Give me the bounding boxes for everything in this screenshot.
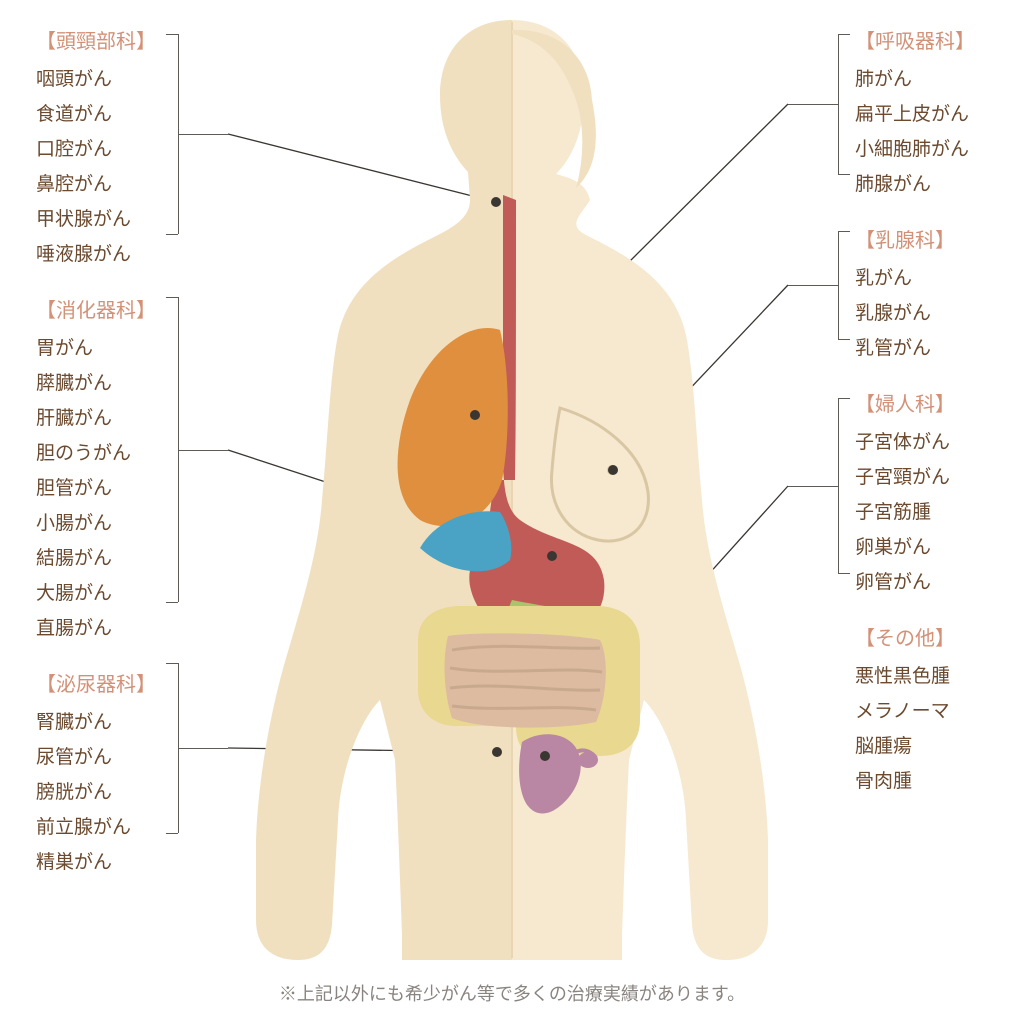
right-group-1: 【乳腺科】乳がん乳腺がん乳管がん: [855, 224, 1024, 360]
group-item: 悪性黒色腫: [855, 661, 1024, 688]
group-item: メラノーマ: [855, 696, 1024, 723]
group-item: 乳管がん: [855, 333, 1024, 360]
group-item: 卵巣がん: [855, 532, 1024, 559]
group-item: 鼻腔がん: [36, 169, 216, 196]
group-title: 【その他】: [855, 622, 1024, 651]
group-item: 扁平上皮がん: [855, 99, 1024, 126]
left-group-0: 【頭頸部科】咽頭がん食道がん口腔がん鼻腔がん甲状腺がん唾液腺がん: [36, 25, 216, 266]
group-title: 【頭頸部科】: [36, 25, 216, 54]
left-group-2: 【泌尿器科】腎臓がん尿管がん膀胱がん前立腺がん精巣がん: [36, 668, 216, 874]
marker-dot: [540, 751, 550, 761]
group-title: 【泌尿器科】: [36, 668, 216, 697]
group-item: 肝臓がん: [36, 403, 216, 430]
group-item: 卵管がん: [855, 567, 1024, 594]
group-item: 膀胱がん: [36, 777, 216, 804]
group-item: 小細胞肺がん: [855, 134, 1024, 161]
group-item: 大腸がん: [36, 578, 216, 605]
group-title: 【婦人科】: [855, 388, 1024, 417]
group-item: 腎臓がん: [36, 707, 216, 734]
marker-dot: [492, 747, 502, 757]
group-item: 胃がん: [36, 333, 216, 360]
group-item: 脳腫瘍: [855, 731, 1024, 758]
group-item: 結腸がん: [36, 543, 216, 570]
right-group-2: 【婦人科】子宮体がん子宮頸がん子宮筋腫卵巣がん卵管がん: [855, 388, 1024, 594]
footnote: ※上記以外にも希少がん等で多くの治療実績があります。: [0, 980, 1024, 1006]
group-item: 食道がん: [36, 99, 216, 126]
group-item: 子宮筋腫: [855, 497, 1024, 524]
group-item: 小腸がん: [36, 508, 216, 535]
group-item: 甲状腺がん: [36, 204, 216, 231]
group-item: 尿管がん: [36, 742, 216, 769]
group-item: 直腸がん: [36, 613, 216, 640]
group-item: 胆のうがん: [36, 438, 216, 465]
marker-dot: [491, 197, 501, 207]
group-title: 【消化器科】: [36, 294, 216, 323]
group-item: 肺がん: [855, 64, 1024, 91]
marker-dot: [608, 465, 618, 475]
group-item: 骨肉腫: [855, 766, 1024, 793]
group-item: 唾液腺がん: [36, 239, 216, 266]
left-column: 【頭頸部科】咽頭がん食道がん口腔がん鼻腔がん甲状腺がん唾液腺がん【消化器科】胃が…: [36, 25, 216, 902]
group-item: 乳腺がん: [855, 298, 1024, 325]
right-group-0: 【呼吸器科】肺がん扁平上皮がん小細胞肺がん肺腺がん: [855, 25, 1024, 196]
right-group-3: 【その他】悪性黒色腫メラノーマ脳腫瘍骨肉腫: [855, 622, 1024, 793]
right-column: 【呼吸器科】肺がん扁平上皮がん小細胞肺がん肺腺がん【乳腺科】乳がん乳腺がん乳管が…: [855, 25, 1024, 821]
group-item: 精巣がん: [36, 847, 216, 874]
group-item: 子宮体がん: [855, 427, 1024, 454]
group-item: 胆管がん: [36, 473, 216, 500]
group-title: 【呼吸器科】: [855, 25, 1024, 54]
group-title: 【乳腺科】: [855, 224, 1024, 253]
group-item: 前立腺がん: [36, 812, 216, 839]
group-item: 膵臓がん: [36, 368, 216, 395]
group-item: 乳がん: [855, 263, 1024, 290]
group-item: 咽頭がん: [36, 64, 216, 91]
group-item: 口腔がん: [36, 134, 216, 161]
group-item: 肺腺がん: [855, 169, 1024, 196]
left-group-1: 【消化器科】胃がん膵臓がん肝臓がん胆のうがん胆管がん小腸がん結腸がん大腸がん直腸…: [36, 294, 216, 640]
group-item: 子宮頸がん: [855, 462, 1024, 489]
marker-dot: [470, 410, 480, 420]
marker-dot: [547, 551, 557, 561]
